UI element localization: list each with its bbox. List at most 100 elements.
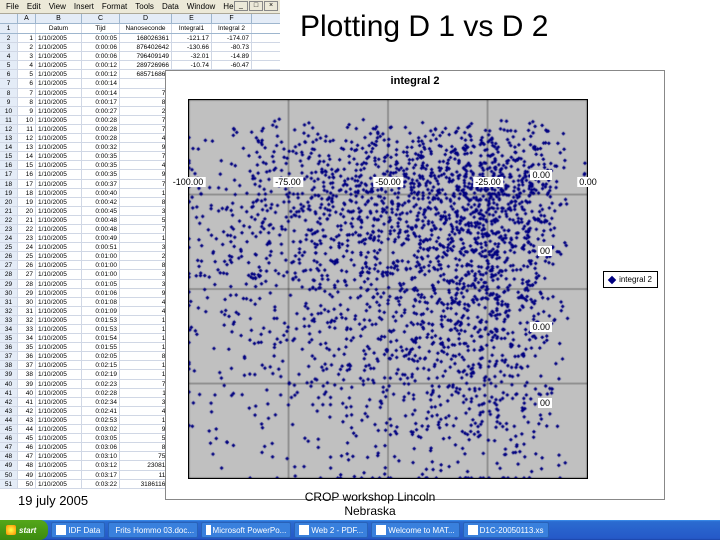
cell[interactable]: -80.73 <box>212 43 252 51</box>
cell[interactable]: 1/10/2005 <box>36 334 82 342</box>
cell[interactable]: 1/10/2005 <box>36 343 82 351</box>
cell[interactable]: 2 <box>18 43 36 51</box>
table-row[interactable]: 321/10/20050:00:06876402642-130.66-80.73 <box>0 43 280 52</box>
restore-button[interactable]: □ <box>249 1 263 11</box>
menu-tools[interactable]: Tools <box>135 2 154 11</box>
cell[interactable]: 876402642 <box>120 43 172 51</box>
cell[interactable]: 0:03:10 <box>82 452 120 460</box>
hdr-F[interactable]: Integral 2 <box>212 24 252 33</box>
row-num[interactable]: 15 <box>0 152 18 160</box>
row-num[interactable]: 44 <box>0 416 18 424</box>
row-num[interactable]: 30 <box>0 289 18 297</box>
row-num[interactable]: 20 <box>0 198 18 206</box>
cell[interactable]: 1/10/2005 <box>36 180 82 188</box>
cell[interactable]: 15 <box>18 161 36 169</box>
cell[interactable]: 1/10/2005 <box>36 289 82 297</box>
cell[interactable]: 0:00:06 <box>82 43 120 51</box>
row-num[interactable]: 49 <box>0 461 18 469</box>
cell[interactable]: -10.74 <box>172 61 212 69</box>
cell[interactable]: 0:00:12 <box>82 70 120 78</box>
menu-insert[interactable]: Insert <box>74 2 94 11</box>
cell[interactable]: 1/10/2005 <box>36 252 82 260</box>
cell[interactable]: 0:00:35 <box>82 170 120 178</box>
cell[interactable]: 0:00:14 <box>82 89 120 97</box>
cell[interactable]: 168026361 <box>120 34 172 42</box>
col-A[interactable]: A <box>18 14 36 23</box>
row-num[interactable]: 21 <box>0 207 18 215</box>
cell[interactable]: 37 <box>18 361 36 369</box>
cell[interactable]: 0:01:53 <box>82 325 120 333</box>
cell[interactable]: 41 <box>18 398 36 406</box>
menu-view[interactable]: View <box>49 2 66 11</box>
cell[interactable]: 13 <box>18 143 36 151</box>
table-row[interactable]: 431/10/20050:00:06796409149-32.01-14.89 <box>0 52 280 61</box>
cell[interactable]: 46 <box>18 443 36 451</box>
row-num[interactable]: 12 <box>0 125 18 133</box>
cell[interactable]: 5 <box>18 70 36 78</box>
cell[interactable]: 29 <box>18 289 36 297</box>
cell[interactable]: 0:00:28 <box>82 134 120 142</box>
taskbar-item[interactable]: D1C-20050113.xs <box>463 522 549 538</box>
cell[interactable]: 43 <box>18 416 36 424</box>
cell[interactable]: 1/10/2005 <box>36 434 82 442</box>
cell[interactable]: 1/10/2005 <box>36 243 82 251</box>
cell[interactable]: 3 <box>18 52 36 60</box>
row-num[interactable]: 45 <box>0 425 18 433</box>
cell[interactable]: 1/10/2005 <box>36 161 82 169</box>
cell[interactable]: 0:02:34 <box>82 398 120 406</box>
cell[interactable]: 1/10/2005 <box>36 480 82 488</box>
hdr-E[interactable]: Integral1 <box>172 24 212 33</box>
taskbar-item[interactable]: Welcome to MAT... <box>371 522 459 538</box>
cell[interactable]: 0:00:35 <box>82 161 120 169</box>
cell[interactable]: 1/10/2005 <box>36 107 82 115</box>
cell[interactable]: 0:00:48 <box>82 216 120 224</box>
taskbar-item[interactable]: Microsoft PowerPo... <box>201 522 291 538</box>
cell[interactable]: 1/10/2005 <box>36 471 82 479</box>
col-D[interactable]: D <box>120 14 172 23</box>
cell[interactable]: 17 <box>18 180 36 188</box>
cell[interactable]: 28 <box>18 280 36 288</box>
row-num[interactable]: 17 <box>0 170 18 178</box>
table-row[interactable]: 211/10/20050:00:05168026361-121.17-174.0… <box>0 34 280 43</box>
cell[interactable]: 36 <box>18 352 36 360</box>
row-num[interactable]: 51 <box>0 480 18 488</box>
cell[interactable]: 1/10/2005 <box>36 416 82 424</box>
cell[interactable]: 0:02:05 <box>82 352 120 360</box>
cell[interactable]: -130.66 <box>172 43 212 51</box>
cell[interactable]: 0:03:05 <box>82 434 120 442</box>
cell[interactable]: 0:01:00 <box>82 270 120 278</box>
cell[interactable]: 0:01:05 <box>82 280 120 288</box>
row-num[interactable]: 28 <box>0 270 18 278</box>
cell[interactable]: 26 <box>18 261 36 269</box>
col-F[interactable]: F <box>212 14 252 23</box>
col-E[interactable]: E <box>172 14 212 23</box>
cell[interactable]: 0:02:28 <box>82 389 120 397</box>
cell[interactable]: 0:01:09 <box>82 307 120 315</box>
cell[interactable]: 1/10/2005 <box>36 280 82 288</box>
table-row[interactable]: 541/10/20050:00:12289726966-10.74-60.47 <box>0 61 280 70</box>
row-num[interactable]: 22 <box>0 216 18 224</box>
row-num[interactable]: 43 <box>0 407 18 415</box>
cell[interactable]: 0:01:08 <box>82 298 120 306</box>
cell[interactable]: 19 <box>18 198 36 206</box>
cell[interactable]: 1/10/2005 <box>36 307 82 315</box>
cell[interactable]: 1/10/2005 <box>36 361 82 369</box>
col-C[interactable]: C <box>82 14 120 23</box>
row-num[interactable]: 34 <box>0 325 18 333</box>
cell[interactable]: 0:00:49 <box>82 234 120 242</box>
menu-window[interactable]: Window <box>187 2 215 11</box>
cell[interactable]: 1/10/2005 <box>36 34 82 42</box>
cell[interactable]: 1/10/2005 <box>36 298 82 306</box>
cell[interactable]: 0:00:28 <box>82 125 120 133</box>
cell[interactable]: 0:01:55 <box>82 343 120 351</box>
row-num[interactable]: 18 <box>0 180 18 188</box>
row-num[interactable]: 5 <box>0 61 18 69</box>
cell[interactable]: 44 <box>18 425 36 433</box>
cell[interactable]: 0:01:00 <box>82 261 120 269</box>
cell[interactable]: 21 <box>18 216 36 224</box>
cell[interactable]: 47 <box>18 452 36 460</box>
row-num[interactable]: 48 <box>0 452 18 460</box>
row-num[interactable]: 19 <box>0 189 18 197</box>
cell[interactable]: 1/10/2005 <box>36 370 82 378</box>
cell[interactable]: 34 <box>18 334 36 342</box>
